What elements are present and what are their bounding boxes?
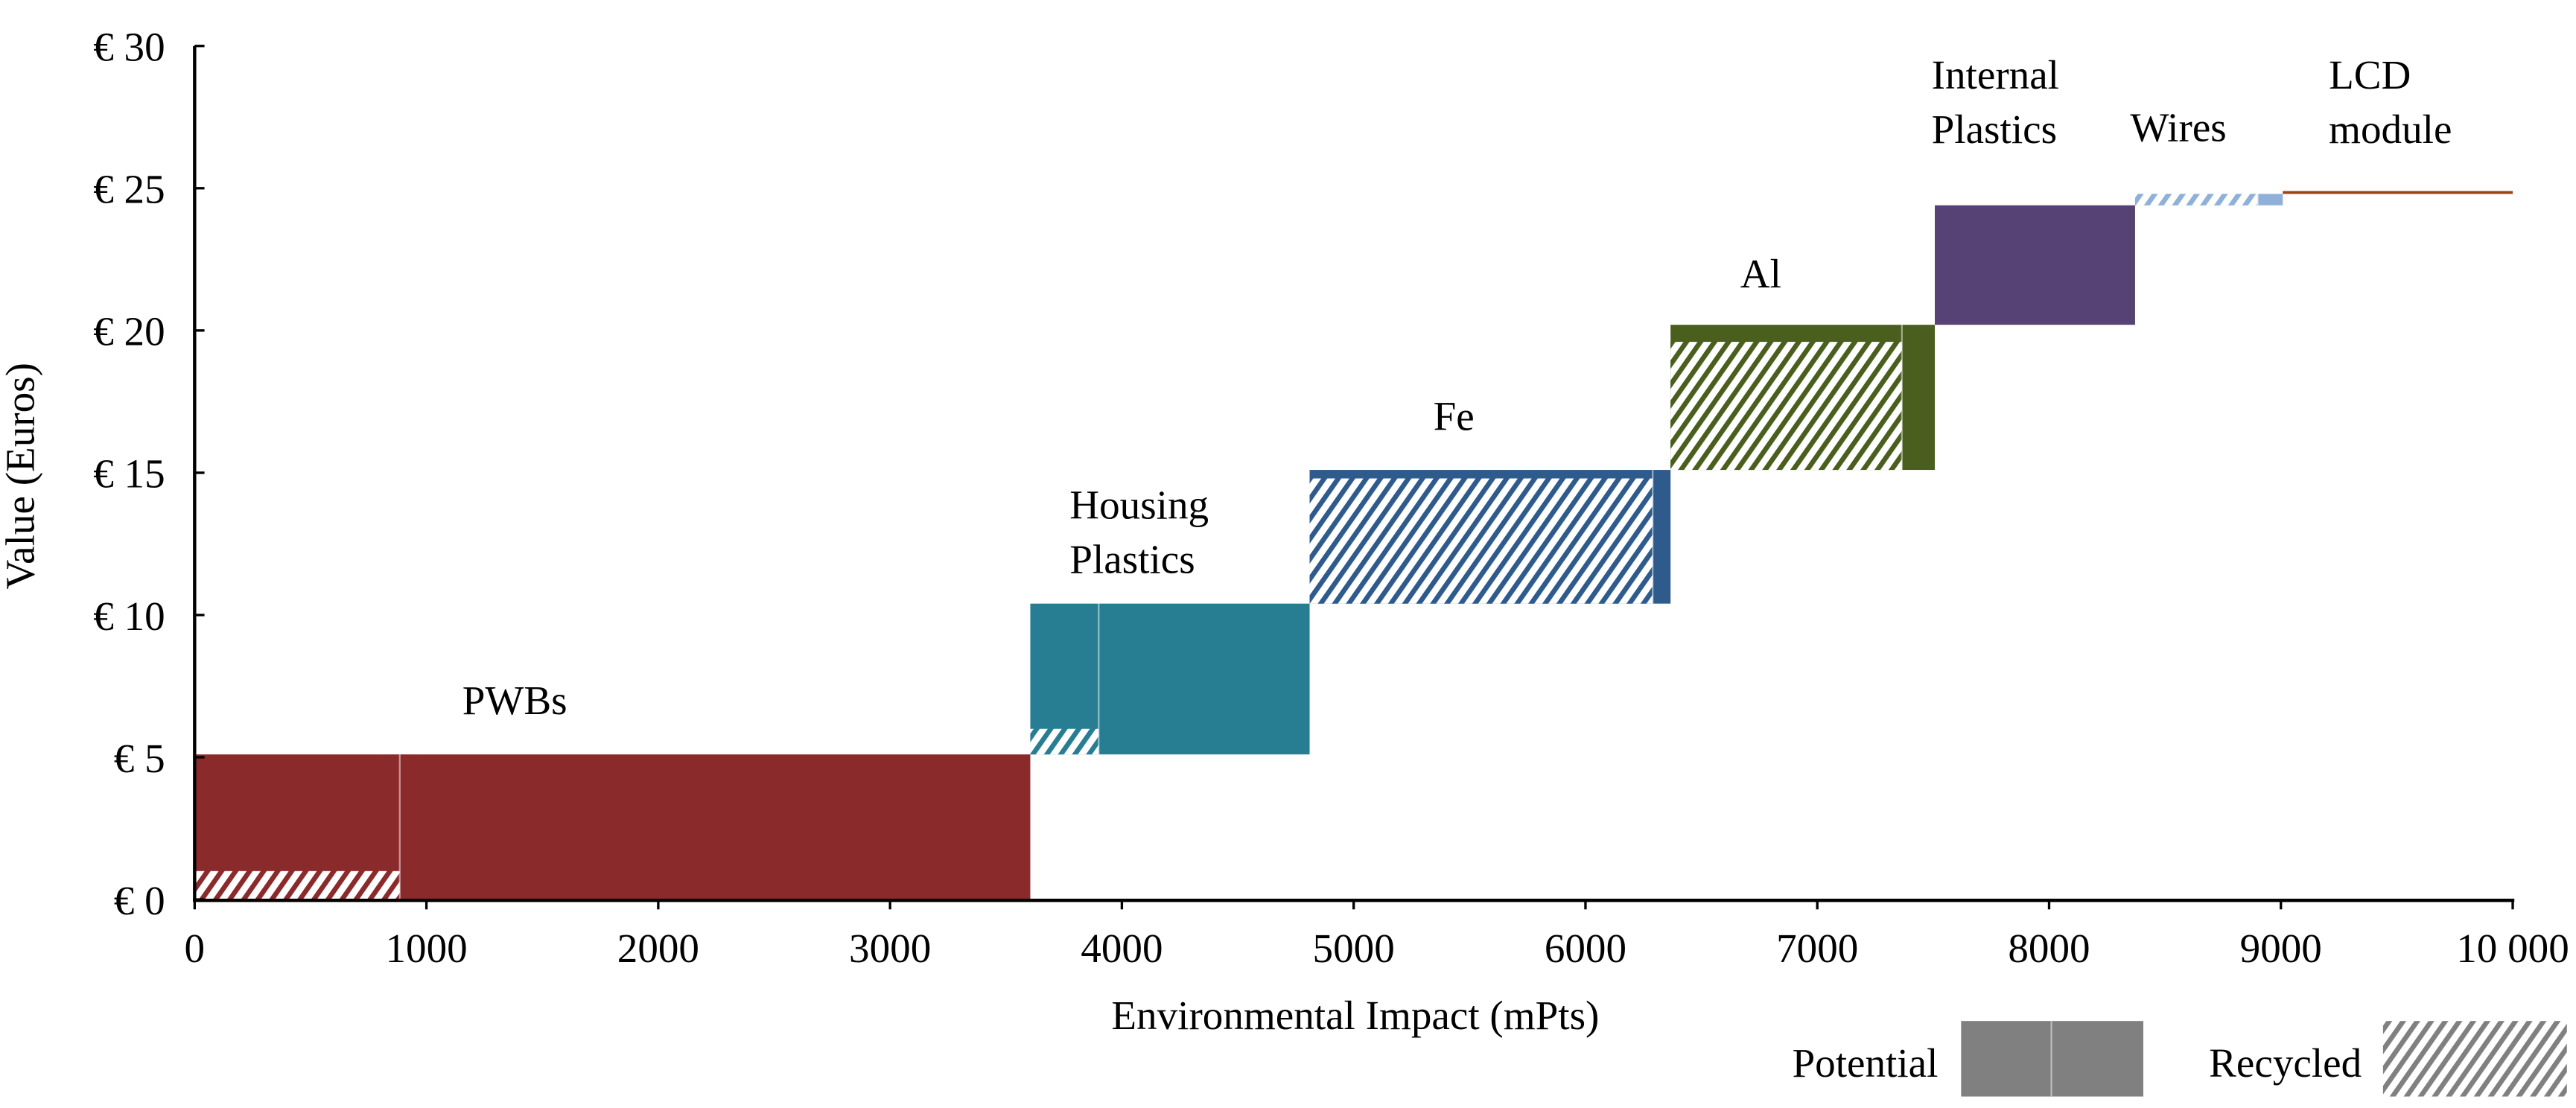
legend-potential-label: Potential — [1793, 1040, 1939, 1086]
y-tick-label: € 10 — [93, 593, 165, 639]
series-label-line: Al — [1740, 251, 1781, 296]
series-label-line: PWBs — [462, 678, 567, 723]
legend: Potential Recycled — [1793, 1021, 2567, 1097]
series-label-internal-plastics: Internal Plastics — [1932, 52, 2059, 152]
series-label-line: Wires — [2130, 105, 2226, 150]
x-tick-label: 5000 — [1313, 926, 1395, 971]
potential-block-lcd-module — [2283, 191, 2513, 194]
recycled-block-wires — [2134, 194, 2258, 206]
bar-lcd-module — [2283, 191, 2513, 194]
x-tick-label: 7000 — [1776, 926, 1858, 971]
x-tick-label: 10 000 — [2456, 926, 2569, 971]
series-label-line: LCD — [2329, 52, 2411, 98]
series-label-lcd-module: LCD module — [2329, 52, 2452, 152]
potential-block-internal-plastics — [1935, 205, 2135, 325]
bars — [194, 191, 2513, 900]
series-label-line: module — [2329, 106, 2452, 152]
y-tick-label: € 25 — [93, 167, 165, 212]
recycled-block-fe — [1309, 478, 1653, 604]
series-label-housing-plastics: Housing Plastics — [1069, 483, 1209, 582]
x-tick-label: 2000 — [617, 926, 699, 971]
y-axis-title: Value (Euros) — [0, 363, 42, 590]
bar-al — [1670, 325, 1936, 471]
y-tick-label: € 0 — [114, 878, 165, 923]
y-tick-label: € 20 — [93, 309, 165, 354]
y-tick-label: € 15 — [93, 451, 165, 497]
x-tick-label: 1000 — [385, 926, 467, 971]
series-label-line: Fe — [1434, 394, 1475, 439]
series-label-pwbs: PWBs — [462, 678, 567, 723]
series-label-al: Al — [1740, 251, 1781, 296]
series-label-line: Plastics — [1932, 106, 2057, 152]
series-label-fe: Fe — [1434, 394, 1475, 439]
bar-pwbs — [194, 754, 1031, 900]
y-tick-label: € 30 — [93, 25, 165, 70]
x-tick-label: 8000 — [2008, 926, 2090, 971]
series-label-line: Internal — [1932, 52, 2059, 98]
x-tick-label: 4000 — [1081, 926, 1163, 971]
series-label-wires: Wires — [2130, 105, 2226, 150]
series-label-line: Housing — [1069, 483, 1209, 528]
recycled-block-pwbs — [194, 870, 400, 900]
bar-fe — [1309, 470, 1671, 604]
x-tick-label: 3000 — [849, 926, 931, 971]
legend-recycled-label: Recycled — [2209, 1040, 2362, 1086]
series-labels: PWBs Housing Plastics Fe Al Internal Plastics W… — [462, 52, 2452, 723]
x-tick-label: 0 — [185, 926, 206, 971]
bar-internal-plastics — [1935, 205, 2135, 325]
series-label-line: Plastics — [1069, 536, 1195, 582]
x-tick-label: 9000 — [2240, 926, 2322, 971]
y-tick-label: € 5 — [114, 736, 165, 781]
recycled-block-al — [1670, 342, 1902, 471]
ticks: € 0 € 5 € 10 € 15 € 20 € 25 € 30 0 1000 2000 3000 4… — [93, 25, 2569, 971]
bar-wires — [2134, 194, 2283, 206]
legend-recycled-swatch — [2382, 1021, 2567, 1097]
recycled-block-housing-plastics — [1030, 728, 1099, 755]
x-tick-label: 6000 — [1545, 926, 1626, 971]
bar-housing-plastics — [1030, 603, 1310, 755]
x-axis-title: Environmental Impact (mPts) — [1111, 993, 1599, 1038]
